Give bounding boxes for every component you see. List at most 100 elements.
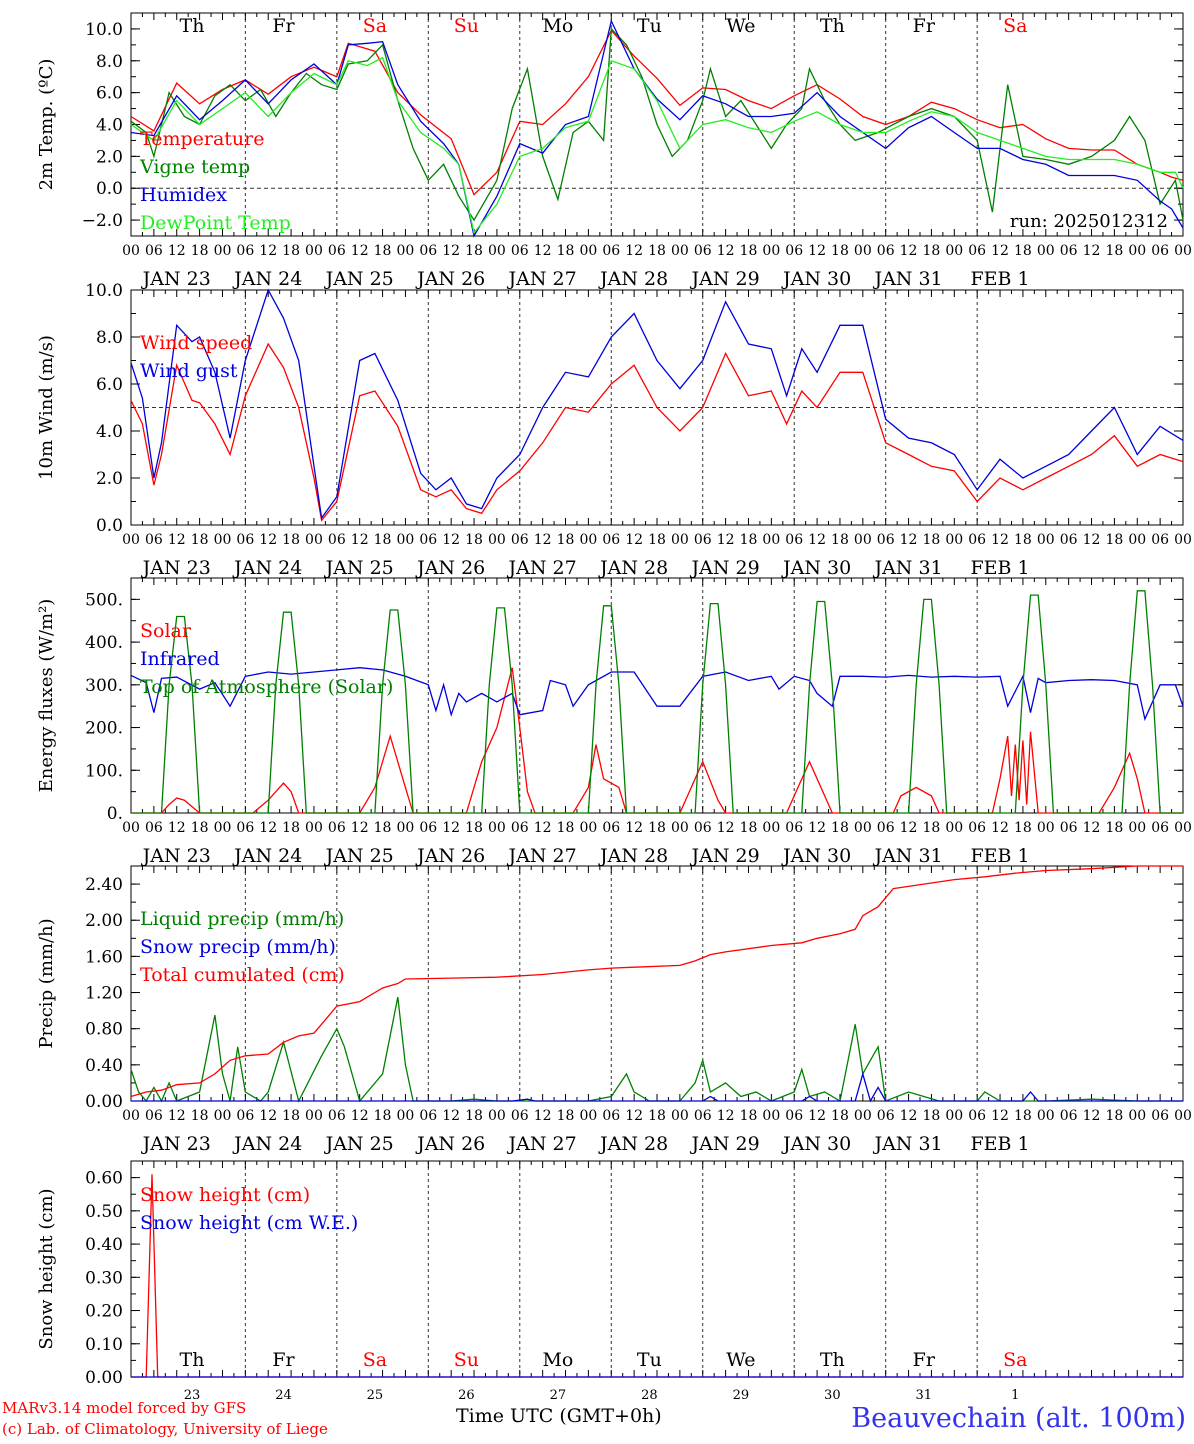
date-label: JAN 31 bbox=[872, 845, 942, 867]
x-axis-title: Time UTC (GMT+0h) bbox=[456, 1405, 662, 1427]
day-number: 26 bbox=[458, 1388, 475, 1403]
date-label: JAN 26 bbox=[415, 845, 485, 867]
date-label: JAN 23 bbox=[141, 557, 211, 579]
hour-label: 12 bbox=[442, 243, 460, 259]
legend-temperature: Temperature bbox=[140, 128, 264, 150]
hour-label: 00 bbox=[1037, 532, 1055, 548]
hour-label: 12 bbox=[991, 243, 1009, 259]
day-number: 23 bbox=[184, 1388, 201, 1403]
hour-label: 18 bbox=[831, 532, 849, 548]
weekday-label: Sa bbox=[363, 1349, 387, 1371]
hour-label: 06 bbox=[511, 532, 529, 548]
hour-label: 06 bbox=[328, 820, 346, 836]
hour-label: 18 bbox=[648, 1108, 666, 1124]
hour-label: 06 bbox=[785, 820, 803, 836]
hour-label: 18 bbox=[923, 532, 941, 548]
weekday-label: Fr bbox=[913, 15, 936, 37]
model-credit: MARv3.14 model forced by GFS bbox=[2, 1399, 247, 1417]
hour-label: 12 bbox=[625, 243, 643, 259]
weekday-label: Su bbox=[454, 15, 479, 37]
hour-label: 00 bbox=[1128, 1108, 1146, 1124]
hour-label: 06 bbox=[419, 1108, 437, 1124]
weekday-label: Sa bbox=[1003, 15, 1027, 37]
date-label: JAN 26 bbox=[415, 268, 485, 290]
hour-label: 12 bbox=[168, 243, 186, 259]
y-tick-label: −2.0 bbox=[82, 211, 123, 231]
hour-label: 06 bbox=[694, 1108, 712, 1124]
y-tick-label: 0.00 bbox=[85, 1092, 123, 1112]
y-tick-label: 6.0 bbox=[96, 375, 123, 395]
hour-label: 18 bbox=[648, 532, 666, 548]
date-label: JAN 23 bbox=[141, 268, 211, 290]
hour-label: 00 bbox=[579, 532, 597, 548]
hour-label: 18 bbox=[1105, 820, 1123, 836]
day-number: 27 bbox=[550, 1388, 567, 1403]
date-label: JAN 31 bbox=[872, 1133, 942, 1155]
weekday-label: Tu bbox=[637, 1349, 662, 1371]
station-name: Beauvechain (alt. 100m) bbox=[851, 1403, 1186, 1434]
hour-label: 12 bbox=[717, 532, 735, 548]
hour-label: 06 bbox=[145, 1108, 163, 1124]
legend-snow-precip-mm-h: Snow precip (mm/h) bbox=[140, 936, 336, 958]
lab-credit: (c) Lab. of Climatology, University of L… bbox=[2, 1420, 328, 1438]
hour-label: 18 bbox=[1105, 1108, 1123, 1124]
weekday-label: Th bbox=[820, 15, 845, 37]
y-axis-title: 2m Temp. (ºC) bbox=[36, 59, 57, 191]
hour-label: 12 bbox=[259, 243, 277, 259]
hour-label: 12 bbox=[1083, 820, 1101, 836]
hour-label: 06 bbox=[236, 532, 254, 548]
hour-label: 12 bbox=[900, 1108, 918, 1124]
day-number: 31 bbox=[916, 1388, 933, 1403]
hour-label: 18 bbox=[191, 532, 209, 548]
hour-label: 12 bbox=[534, 820, 552, 836]
hour-label: 18 bbox=[1105, 243, 1123, 259]
hour-label: 06 bbox=[1060, 1108, 1078, 1124]
hour-label: 00 bbox=[488, 243, 506, 259]
y-tick-label: 8.0 bbox=[96, 328, 123, 348]
hour-label: 00 bbox=[1128, 532, 1146, 548]
date-label: JAN 24 bbox=[232, 557, 302, 579]
y-tick-label: 6.0 bbox=[96, 84, 123, 104]
legend-wind-speed: Wind speed bbox=[140, 332, 252, 354]
hour-label: 18 bbox=[557, 532, 575, 548]
hour-label: 18 bbox=[831, 1108, 849, 1124]
hour-label: 18 bbox=[557, 243, 575, 259]
hour-label: 12 bbox=[717, 243, 735, 259]
day-number: 29 bbox=[733, 1388, 750, 1403]
legend-top-of-atmosphere-solar: Top of Atmosphere (Solar) bbox=[140, 676, 393, 698]
legend-snow-height-cm: Snow height (cm) bbox=[140, 1184, 310, 1206]
hour-label: 12 bbox=[168, 1108, 186, 1124]
hour-label: 00 bbox=[1037, 1108, 1055, 1124]
hour-label: 00 bbox=[488, 532, 506, 548]
series-line-liquid-precip-mm-h bbox=[130, 996, 1183, 1103]
legend-snow-height-cm-w-e: Snow height (cm W.E.) bbox=[140, 1212, 358, 1234]
hour-label: 12 bbox=[534, 1108, 552, 1124]
y-tick-label: 0.0 bbox=[96, 516, 123, 536]
date-label: JAN 29 bbox=[690, 845, 760, 867]
hour-label: 06 bbox=[968, 820, 986, 836]
hour-label: 06 bbox=[511, 1108, 529, 1124]
hour-label: 00 bbox=[397, 532, 415, 548]
hour-label: 00 bbox=[305, 243, 323, 259]
hour-label: 18 bbox=[465, 820, 483, 836]
hour-label: 06 bbox=[785, 532, 803, 548]
y-tick-label: 0.20 bbox=[85, 1302, 123, 1322]
y-tick-label: 100. bbox=[85, 761, 123, 781]
weekday-label: Th bbox=[180, 1349, 205, 1371]
hour-label: 12 bbox=[1083, 243, 1101, 259]
date-label: JAN 24 bbox=[232, 1133, 302, 1155]
hour-label: 12 bbox=[442, 1108, 460, 1124]
y-tick-label: 0.0 bbox=[96, 179, 123, 199]
legend-total-cumulated-cm: Total cumulated (cm) bbox=[140, 964, 345, 986]
weekday-label: Tu bbox=[637, 15, 662, 37]
hour-label: 06 bbox=[968, 1108, 986, 1124]
hour-label: 18 bbox=[191, 1108, 209, 1124]
legend-infrared: Infrared bbox=[140, 648, 220, 670]
date-label: FEB 1 bbox=[970, 268, 1029, 290]
date-label: JAN 23 bbox=[141, 845, 211, 867]
hour-label: 00 bbox=[488, 1108, 506, 1124]
hour-label: 00 bbox=[122, 1108, 140, 1124]
y-tick-label: 0.50 bbox=[85, 1202, 123, 1222]
hour-label: 18 bbox=[923, 243, 941, 259]
